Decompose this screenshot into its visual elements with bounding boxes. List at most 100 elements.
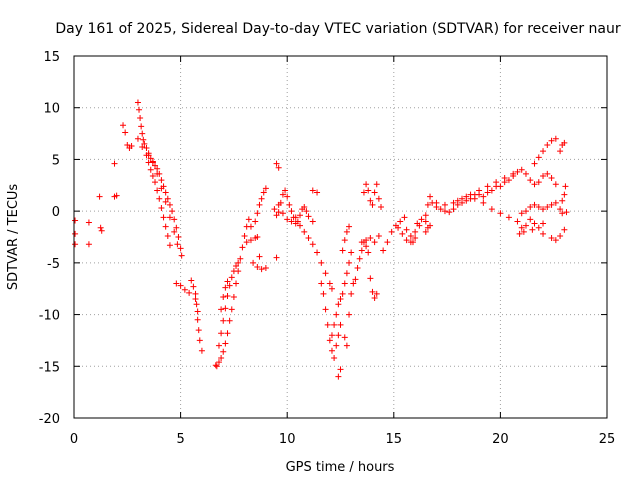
data-point — [422, 212, 429, 219]
data-point — [286, 201, 293, 208]
data-point — [403, 226, 410, 233]
data-point — [303, 208, 310, 215]
data-point — [463, 193, 470, 200]
data-point — [220, 348, 227, 355]
data-point — [424, 201, 431, 208]
x-tick-label: 10 — [279, 432, 296, 447]
data-point — [254, 210, 261, 217]
data-point — [559, 197, 566, 204]
data-point — [371, 295, 378, 302]
data-point — [331, 321, 338, 328]
data-point — [388, 228, 395, 235]
data-point — [322, 270, 329, 277]
data-point — [188, 277, 195, 284]
data-point — [363, 243, 370, 250]
data-point — [527, 204, 534, 211]
data-point — [562, 183, 569, 190]
x-tick-label: 5 — [176, 432, 184, 447]
data-point — [258, 266, 265, 273]
data-point — [559, 210, 566, 217]
y-tick-label: -5 — [47, 257, 60, 272]
data-point — [247, 223, 254, 230]
data-point — [348, 290, 355, 297]
data-point — [166, 201, 173, 208]
data-point — [256, 201, 263, 208]
data-point — [139, 144, 146, 151]
data-point — [282, 187, 289, 194]
data-point — [493, 179, 500, 186]
data-point — [143, 145, 150, 152]
data-point — [531, 160, 538, 167]
data-point — [284, 193, 291, 200]
data-point — [514, 168, 521, 175]
data-point — [128, 142, 135, 149]
data-point — [328, 332, 335, 339]
data-point — [296, 212, 303, 219]
data-point — [360, 189, 367, 196]
y-tick-label: -20 — [39, 412, 60, 427]
data-point — [139, 130, 146, 137]
data-point — [279, 191, 286, 198]
data-points — [72, 99, 570, 380]
data-point — [427, 222, 434, 229]
data-point — [348, 249, 355, 256]
data-point — [318, 280, 325, 287]
data-point — [501, 175, 508, 182]
data-point — [540, 206, 547, 213]
data-point — [337, 321, 344, 328]
data-point — [522, 208, 529, 215]
data-point — [273, 254, 280, 261]
data-point — [169, 208, 176, 215]
data-point — [467, 191, 474, 198]
data-point — [367, 197, 374, 204]
data-point — [254, 234, 261, 240]
data-point — [262, 185, 269, 192]
data-point — [166, 242, 173, 249]
data-point — [407, 239, 414, 246]
data-point — [412, 228, 419, 235]
x-tick-label: 0 — [70, 432, 78, 447]
data-point — [173, 280, 180, 287]
data-point — [450, 206, 457, 213]
data-point — [552, 135, 559, 142]
data-point — [322, 306, 329, 313]
data-point — [158, 205, 165, 212]
data-point — [98, 227, 105, 234]
data-point — [373, 290, 380, 297]
data-point — [145, 152, 152, 159]
data-point — [540, 172, 547, 179]
data-point — [375, 232, 382, 239]
data-point — [367, 235, 374, 242]
data-point — [271, 206, 278, 213]
data-point — [518, 210, 525, 217]
data-point — [224, 292, 231, 299]
data-point — [540, 230, 547, 237]
data-point — [363, 181, 370, 188]
chart-title: Day 161 of 2025, Sidereal Day-to-day VTE… — [55, 21, 621, 37]
x-tick-labels: 0 5 10 15 20 25 — [70, 432, 615, 447]
data-point — [346, 223, 353, 230]
data-point — [427, 193, 434, 200]
data-point — [552, 237, 559, 244]
data-point — [514, 218, 521, 225]
data-point — [222, 305, 229, 312]
data-point — [497, 210, 504, 217]
data-point — [488, 187, 495, 194]
data-point — [518, 224, 525, 231]
data-point — [141, 140, 148, 147]
y-axis-label: SDTVAR / TECUs — [6, 184, 21, 291]
data-point — [418, 216, 425, 223]
data-point — [367, 275, 374, 282]
y-tick-label: -15 — [39, 360, 60, 375]
data-point — [284, 216, 291, 223]
data-point — [454, 197, 461, 204]
data-point — [333, 342, 340, 349]
data-point — [328, 285, 335, 292]
data-point — [181, 286, 188, 293]
data-point — [326, 337, 333, 344]
data-point — [505, 177, 512, 184]
data-point — [540, 220, 547, 227]
data-point — [535, 154, 542, 161]
data-point — [177, 282, 184, 289]
data-point — [273, 212, 280, 219]
